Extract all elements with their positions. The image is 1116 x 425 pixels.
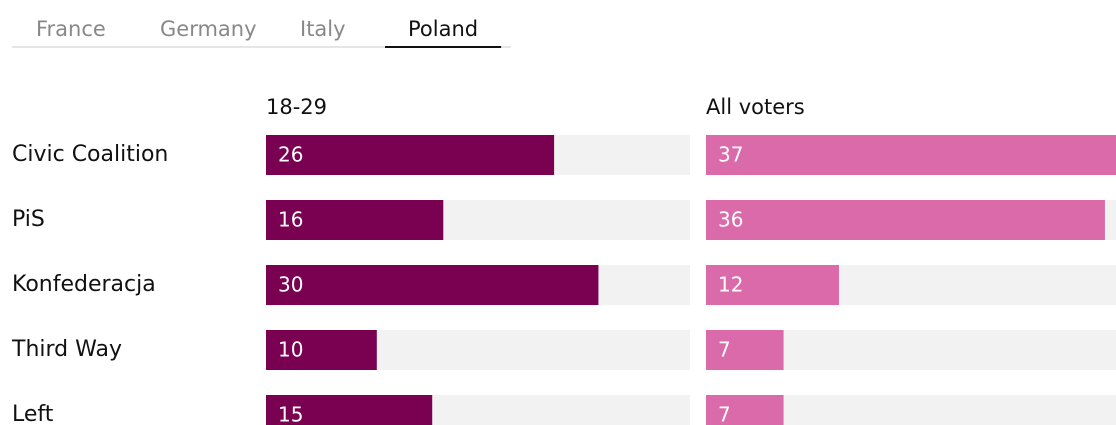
value-label: 36: [718, 208, 743, 232]
value-label: 37: [718, 143, 743, 167]
value-label: 30: [278, 273, 303, 297]
category-label: Left: [12, 402, 54, 425]
value-label: 7: [718, 338, 731, 362]
value-label: 15: [278, 403, 303, 425]
bar: [266, 265, 599, 305]
column-header: 18-29: [266, 95, 327, 119]
tab[interactable]: France: [36, 17, 106, 41]
bar: [266, 135, 555, 175]
bar: [706, 395, 784, 425]
value-label: 16: [278, 208, 303, 232]
bar: [706, 200, 1105, 240]
category-label: PiS: [12, 207, 45, 232]
category-label: Third Way: [11, 337, 122, 362]
value-label: 7: [718, 403, 731, 425]
category-label: Civic Coalition: [12, 142, 168, 167]
column-header: All voters: [706, 95, 805, 119]
tab[interactable]: Italy: [300, 17, 346, 41]
category-label: Konfederacja: [12, 272, 156, 297]
bar: [266, 395, 433, 425]
bar: [706, 135, 1116, 175]
bar: [706, 330, 784, 370]
bar: [266, 200, 444, 240]
bar: [706, 265, 839, 305]
tab[interactable]: Poland: [408, 17, 478, 41]
bar: [266, 330, 377, 370]
value-label: 10: [278, 338, 303, 362]
value-label: 26: [278, 143, 303, 167]
value-label: 12: [718, 273, 743, 297]
tab[interactable]: Germany: [160, 17, 257, 41]
